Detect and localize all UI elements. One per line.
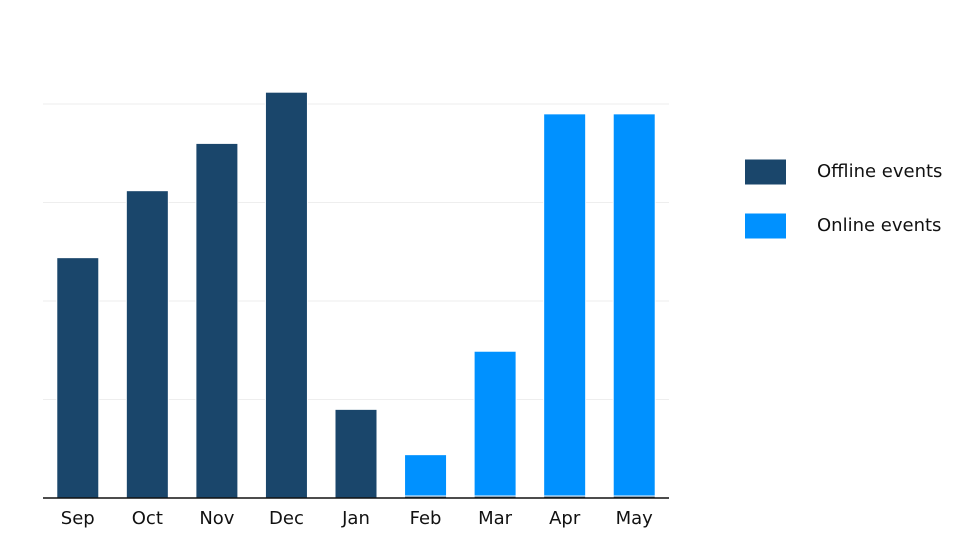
legend-label: Online events <box>817 215 941 236</box>
bar <box>334 408 378 499</box>
bar <box>473 350 517 497</box>
x-tick-label: Sep <box>61 508 95 529</box>
legend-swatch <box>745 159 786 185</box>
x-tick-label: Mar <box>478 508 513 529</box>
x-tick-label: May <box>616 508 654 529</box>
legend-swatch <box>745 213 786 239</box>
x-tick-label: Dec <box>269 508 304 529</box>
x-tick-label: Jan <box>341 508 370 529</box>
bar <box>543 113 587 497</box>
x-tick-label: Apr <box>549 508 581 529</box>
bar <box>56 257 100 499</box>
bar <box>404 454 448 497</box>
x-tick-label: Nov <box>199 508 234 529</box>
x-tick-label: Feb <box>410 508 442 529</box>
bar <box>125 190 169 499</box>
bar <box>195 142 239 499</box>
x-tick-label: Oct <box>132 508 163 529</box>
bar <box>612 113 656 497</box>
legend-label: Offline events <box>817 161 942 182</box>
bar <box>264 91 308 499</box>
